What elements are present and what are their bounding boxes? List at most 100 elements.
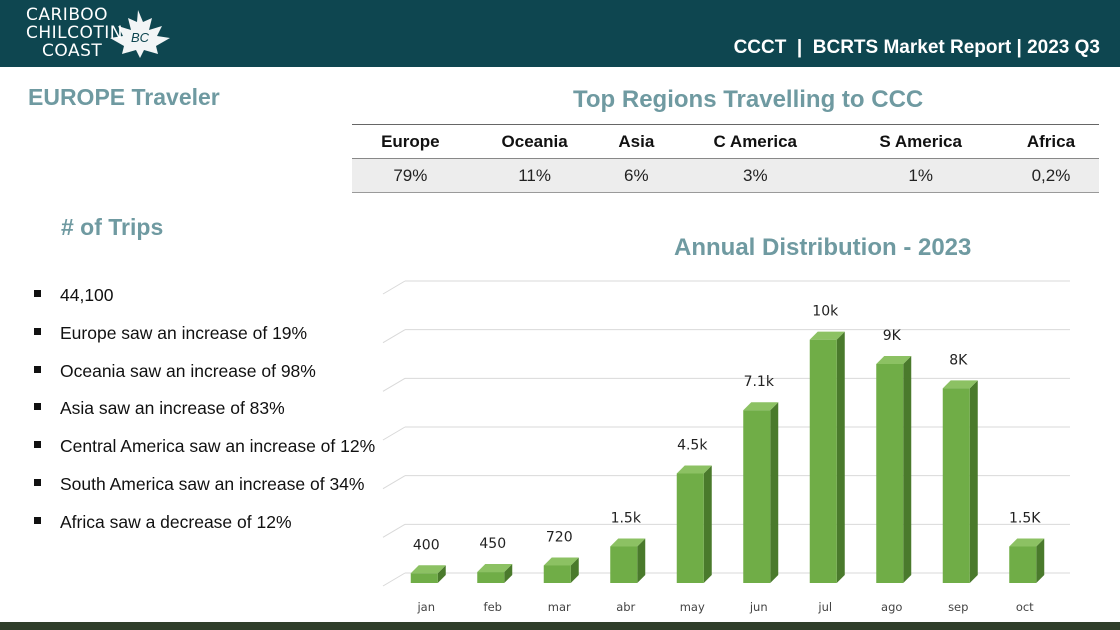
bar-front [676,473,704,583]
gridline-depth [382,329,406,344]
bullet-icon [34,441,41,449]
bar-side [703,465,712,583]
bar-jun [743,402,779,583]
list-item-text: Oceania saw an increase of 98% [60,360,316,381]
list-item-text: Africa saw a decrease of 12% [60,511,292,532]
column-header-asia: Asia [600,124,673,159]
x-tick-label-jun: jun [749,600,768,614]
chart-title: Annual Distribution - 2023 [674,234,972,261]
bar-may [676,465,712,583]
x-tick-label-jan: jan [416,600,435,614]
list-item: Central America saw an increase of 12% [34,435,375,473]
bar-side [437,565,446,583]
bar-top [876,356,912,364]
list-item-text: Central America saw an increase of 12% [60,436,376,457]
list-item-text: 44,100 [60,285,114,305]
bar-feb [477,564,513,583]
bar-side [969,380,978,583]
x-tick-label-sep: sep [948,600,968,614]
data-label-jul: 10k [812,304,839,320]
bullet-icon [34,516,41,524]
bar-side [770,402,779,583]
column-header-oceania: Oceania [468,124,601,159]
bar-top [410,565,446,574]
bar-top [543,557,579,566]
bullet-icon [34,478,41,486]
x-tick-label-jul: jul [817,600,832,614]
bar-top [743,402,779,411]
list-item-text: Asia saw an increase of 83% [60,398,285,419]
report-title: CCCT | BCRTS Market Report | 2023 Q3 [733,37,1100,58]
cell-oceania: 11% [468,158,601,193]
data-label-abr: 1.5k [611,511,642,527]
x-tick-label-abr: abr [616,600,635,614]
bar-front [743,410,771,583]
bar-front [876,364,904,583]
bar-top [477,564,513,573]
footer-bar [0,622,1120,630]
x-tick-label-may: may [680,600,705,614]
list-item: Oceania saw an increase of 98% [34,360,375,398]
bar-abr [610,538,646,583]
chart-labels: 400 jan 450 feb 720 mar 1.5k abr 4.5k may 7.1k jun 1… [413,304,1041,614]
table-row: 79% 11% 6% 3% 1% 0,2% [352,158,1099,193]
data-label-may: 4.5k [677,438,708,454]
data-label-jun: 7.1k [744,374,775,390]
bar-side [504,564,513,583]
column-header-africa: Africa [1002,124,1099,159]
column-header-s-america: S America [838,124,1003,159]
top-regions-table: Europe Oceania Asia C America S America … [352,124,1099,193]
data-label-oct: 1.5K [1009,511,1041,527]
chart-bars [410,331,1045,583]
bar-mar [543,557,579,583]
bar-front [410,573,438,583]
x-tick-label-feb: feb [484,600,502,614]
data-label-feb: 450 [479,536,506,552]
x-tick-label-ago: ago [881,600,902,614]
trips-title: # of Trips [61,214,164,240]
data-label-mar: 720 [546,529,573,545]
logo-line-1: CARIBOO [26,5,108,25]
bullet-icon [34,290,41,297]
bar-top [809,331,845,340]
logo-line-3: COAST [42,41,103,61]
bar-front [809,339,837,583]
list-item-text: Europe saw an increase of 19% [60,322,308,343]
gridline-depth [382,475,406,490]
regions-title: Top Regions Travelling to CCC [573,86,924,113]
page-title: EUROPE Traveler [28,84,220,110]
gridline-depth [382,280,406,295]
bullet-icon [34,365,41,373]
list-item: South America saw an increase of 34% [34,473,375,511]
column-header-c-america: C America [672,124,839,159]
bar-side [903,356,912,583]
bar-sep [942,380,978,583]
bar-top [942,380,978,389]
bar-side [570,557,579,583]
x-tick-label-oct: oct [1016,600,1034,614]
cell-africa: 0,2% [1002,158,1099,193]
bar-jul [809,331,845,583]
bar-top [1009,538,1045,547]
bar-side [1036,538,1045,583]
data-label-sep: 8K [949,352,968,368]
bar-top [676,465,712,474]
bullet-icon [34,403,41,411]
data-label-jan: 400 [413,537,440,553]
gridline-depth [382,572,406,587]
bar-top [610,538,646,547]
gridline-depth [382,377,406,392]
trips-list: 44,100 Europe saw an increase of 19% Oce… [34,284,375,549]
table-header-row: Europe Oceania Asia C America S America … [352,124,1099,159]
cariboo-chilcotin-coast-logo: CARIBOO CHILCOTIN COAST BC [26,6,176,64]
bar-front [543,565,571,583]
gridline-depth [382,523,406,538]
bar-oct [1009,538,1045,583]
maple-leaf-icon: BC [110,10,170,58]
bar-front [477,572,505,583]
list-item: 44,100 [34,284,375,322]
list-item: Asia saw an increase of 83% [34,397,375,435]
cell-asia: 6% [600,158,673,193]
bar-front [942,388,970,583]
list-item: Africa saw a decrease of 12% [34,511,375,549]
